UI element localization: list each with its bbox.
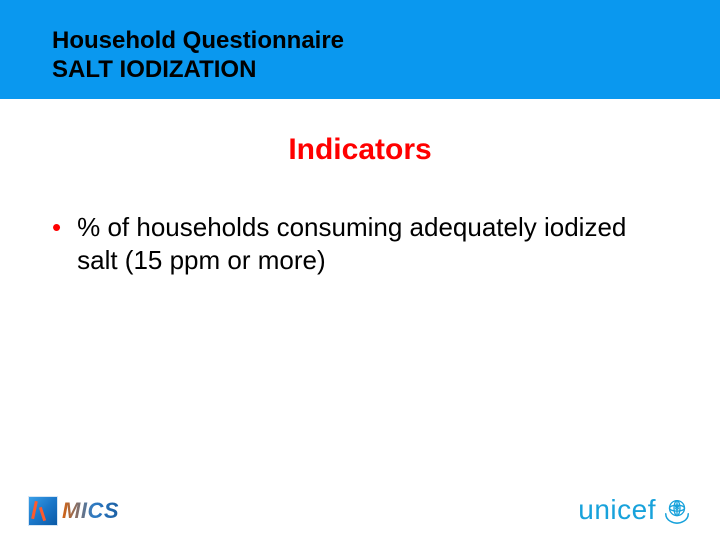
mics-logo-mark-icon <box>28 496 58 526</box>
bullet-list: • % of households consuming adequately i… <box>52 211 668 278</box>
list-item: • % of households consuming adequately i… <box>52 211 668 278</box>
section-title: Indicators <box>52 133 668 167</box>
slide-body: Indicators • % of households consuming a… <box>0 99 720 278</box>
bullet-text: % of households consuming adequately iod… <box>77 211 668 278</box>
header-title-line1: Household Questionnaire <box>52 26 720 55</box>
mics-logo-text: MICS <box>62 498 119 524</box>
footer: MICS unicef <box>0 478 720 540</box>
bullet-icon: • <box>52 211 61 244</box>
header-title-line2: SALT IODIZATION <box>52 55 720 84</box>
header-band: Household Questionnaire SALT IODIZATION <box>0 0 720 99</box>
unicef-logo-text: unicef <box>578 494 656 526</box>
mics-logo: MICS <box>28 496 119 526</box>
unicef-globe-icon <box>662 495 692 525</box>
unicef-logo: unicef <box>578 494 692 526</box>
